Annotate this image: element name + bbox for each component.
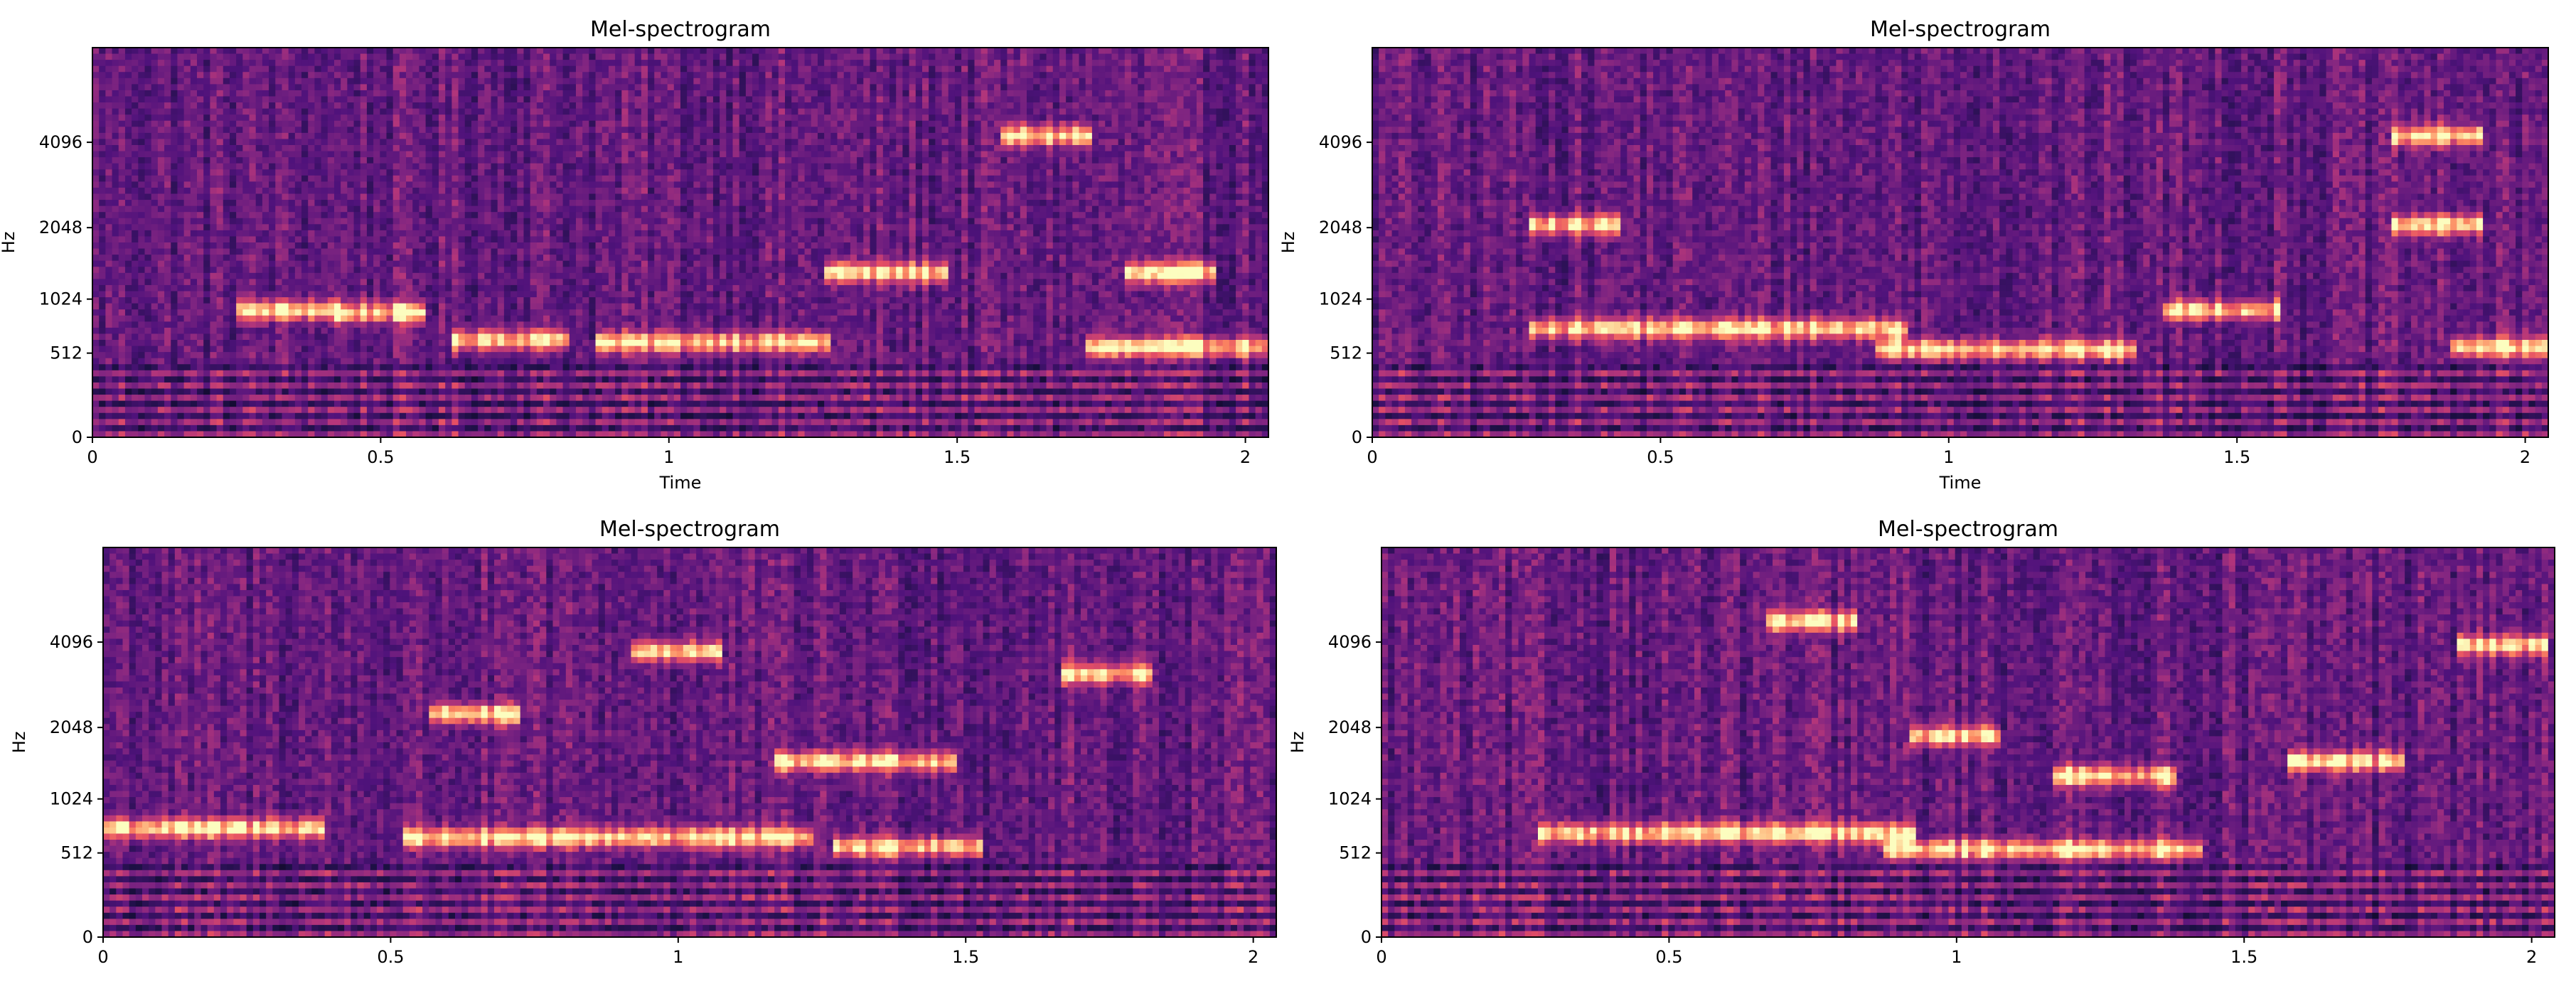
spectrogram-panel-1: Mel-spectrogram 0 0.5 1 1.5 2 0 512 1024 2048 4096… [1278, 17, 2549, 493]
chart-title: Mel-spectrogram [590, 17, 771, 42]
x-tick-label: 1 [1951, 947, 1962, 967]
y-tick-label: 1024 [39, 289, 82, 309]
x-tick-label: 0.5 [1647, 447, 1674, 467]
x-tick-label: 0.5 [367, 447, 394, 467]
y-tick-label: 1024 [1319, 289, 1362, 309]
chart-title: Mel-spectrogram [1878, 517, 2058, 542]
y-axis-label: Hz [0, 232, 18, 254]
y-tick-label: 1024 [50, 789, 93, 809]
x-tick-label: 1.5 [944, 447, 971, 467]
heatmap-cells [92, 48, 1269, 438]
x-axis-label: Time [659, 473, 702, 493]
x-tick-label: 0 [87, 447, 97, 467]
x-tick-label: 1.5 [2230, 947, 2257, 967]
x-tick-label: 2 [2520, 447, 2530, 467]
y-tick-label: 512 [50, 343, 82, 363]
y-tick-label: 2048 [50, 717, 93, 737]
y-tick-label: 4096 [1319, 132, 1362, 152]
heatmap-cells [1381, 547, 2555, 938]
y-tick-label: 4096 [1328, 632, 1372, 652]
x-tick-label: 0.5 [1655, 947, 1682, 967]
spectrogram-panel-2: Mel-spectrogram 0 0.5 1 1.5 2 0 512 1024 2048 4096… [9, 517, 1277, 967]
chart-title: Mel-spectrogram [1870, 17, 2051, 42]
x-tick-label: 2 [2526, 947, 2537, 967]
spectrogram-panel-0: Mel-spectrogram 0 0.5 1 1.5 2 0 512 1024 2048 4096… [0, 17, 1269, 493]
y-tick-label: 0 [82, 927, 93, 947]
x-tick-label: 1.5 [952, 947, 979, 967]
y-tick-label: 512 [1339, 843, 1372, 863]
x-tick-label: 1 [673, 947, 683, 967]
y-tick-label: 0 [1361, 927, 1372, 947]
x-tick-label: 0.5 [377, 947, 404, 967]
heatmap-cells [1372, 48, 2549, 438]
x-axis-label: Time [1939, 473, 1982, 493]
y-tick-label: 2048 [1319, 218, 1362, 237]
plot-frame [1381, 547, 2555, 938]
x-tick-label: 0 [1367, 447, 1377, 467]
y-tick-label: 2048 [1328, 717, 1372, 737]
x-tick-label: 0 [97, 947, 108, 967]
y-axis-label: Hz [1278, 232, 1298, 254]
plot-frame [1372, 47, 2549, 438]
x-tick-label: 2 [1240, 447, 1251, 467]
y-tick-label: 512 [1330, 343, 1362, 363]
y-tick-label: 512 [60, 843, 93, 863]
y-tick-label: 1024 [1328, 789, 1372, 809]
y-tick-label: 2048 [39, 218, 82, 237]
y-axis-label: Hz [1288, 732, 1308, 754]
x-tick-label: 1 [663, 447, 674, 467]
x-tick-label: 1.5 [2223, 447, 2250, 467]
y-tick-label: 0 [72, 427, 82, 447]
y-tick-label: 4096 [39, 132, 82, 152]
chart-title: Mel-spectrogram [599, 517, 780, 542]
plot-frame [102, 547, 1277, 938]
y-tick-label: 4096 [50, 632, 93, 652]
heatmap-cells [103, 547, 1277, 938]
y-axis-label: Hz [9, 732, 29, 754]
plot-frame [92, 47, 1269, 438]
x-tick-label: 1 [1943, 447, 1954, 467]
y-tick-label: 0 [1352, 427, 1362, 447]
spectrogram-panel-3: Mel-spectrogram 0 0.5 1 1.5 2 0 512 1024 2048 4096… [1288, 517, 2555, 967]
x-tick-label: 2 [1248, 947, 1258, 967]
x-tick-label: 0 [1376, 947, 1386, 967]
